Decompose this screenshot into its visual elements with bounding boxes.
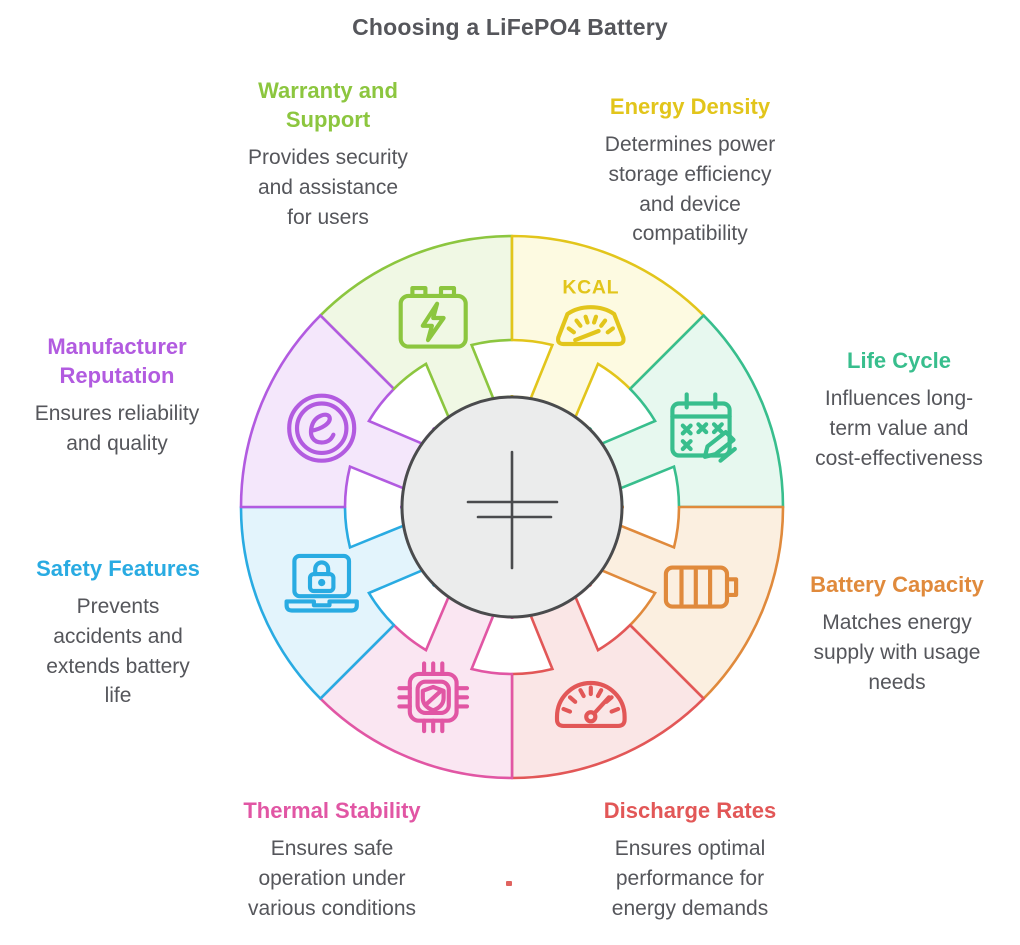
wheel-notch (345, 466, 402, 548)
wheel-notch-edge (621, 464, 681, 509)
wheel-notch-edge (574, 597, 632, 652)
callout-battery-capacity: Battery Capacity Matches energy supply w… (778, 570, 1016, 697)
callout-warranty-support: Warranty and Support Provides security a… (208, 76, 448, 233)
segment-heading: Life Cycle (847, 348, 951, 373)
segment-heading: Battery Capacity (810, 572, 984, 597)
wheel-notch (576, 571, 656, 651)
callout-discharge-rates: Discharge Rates Ensures optimal performa… (570, 796, 810, 923)
segment-description: Ensures reliability and quality (34, 402, 200, 455)
svg-text:KCAL: KCAL (562, 276, 619, 298)
wheel-notch-edge (367, 569, 422, 627)
battery-bolt-icon (398, 286, 468, 349)
wheel-notch-edge (392, 597, 450, 652)
speedometer-icon (554, 680, 627, 728)
segment-heading: Manufacturer Reputation (47, 334, 187, 389)
segment-description: Ensures optimal performance for energy d… (611, 837, 769, 920)
battery-cell-symbol (466, 450, 559, 570)
callout-energy-density: Energy Density Determines power storage … (570, 92, 810, 249)
wheel-notch-edge (510, 616, 555, 676)
wheel-notch (576, 363, 656, 443)
battery-level-icon (663, 565, 739, 609)
stray-dot (506, 881, 512, 886)
wheel-notch-edge (469, 616, 514, 676)
wheel-notch-edge (510, 338, 555, 398)
segment-description: Matches energy supply with usage needs (813, 611, 981, 694)
wheel-notch-edge (469, 338, 514, 398)
segment-description: Ensures safe operation under various con… (247, 837, 417, 920)
wheel-notch (471, 617, 553, 674)
segment-description: Provides security and assistance for use… (248, 146, 408, 229)
page-title: Choosing a LiFePO4 Battery (352, 14, 668, 40)
callout-life-cycle: Life Cycle Influences long- term value a… (782, 346, 1016, 473)
kcal-gauge-icon: KCAL (556, 276, 626, 347)
wheel-notch-edge (392, 362, 450, 417)
wheel-notch (368, 571, 448, 651)
wheel-notch-edge (602, 387, 657, 445)
segment-heading: Discharge Rates (603, 798, 777, 823)
segment-description: Influences long- term value and cost-eff… (815, 387, 983, 470)
callout-thermal-stability: Thermal Stability Ensures safe operation… (212, 796, 452, 923)
segment-description: Determines power storage efficiency and … (604, 133, 776, 246)
e-mark-icon (287, 393, 357, 463)
wheel-notch-edge (343, 464, 403, 509)
wheel-notch-edge (343, 505, 403, 550)
segment-heading: Safety Features (36, 556, 200, 581)
wheel-notch-edge (621, 505, 681, 550)
segment-description: Prevents accidents and extends battery l… (46, 595, 190, 708)
segment-heading: Energy Density (609, 94, 771, 119)
segment-heading: Thermal Stability (243, 798, 421, 823)
wheel-notch-edge (574, 362, 632, 417)
chip-shield-icon (397, 661, 470, 734)
wheel-notch (622, 466, 679, 548)
wheel-notch-edge (367, 387, 422, 445)
segment-heading: Warranty and Support (258, 78, 398, 133)
wheel-notch (368, 363, 448, 443)
calendar-pencil-icon (670, 392, 737, 463)
callout-safety-features: Safety Features Prevents accidents and e… (2, 554, 234, 711)
laptop-lock-icon (284, 553, 359, 613)
callout-manufacturer-reputation: Manufacturer Reputation Ensures reliabil… (2, 332, 232, 459)
wheel-notch-edge (602, 569, 657, 627)
wheel-notch (471, 340, 553, 397)
